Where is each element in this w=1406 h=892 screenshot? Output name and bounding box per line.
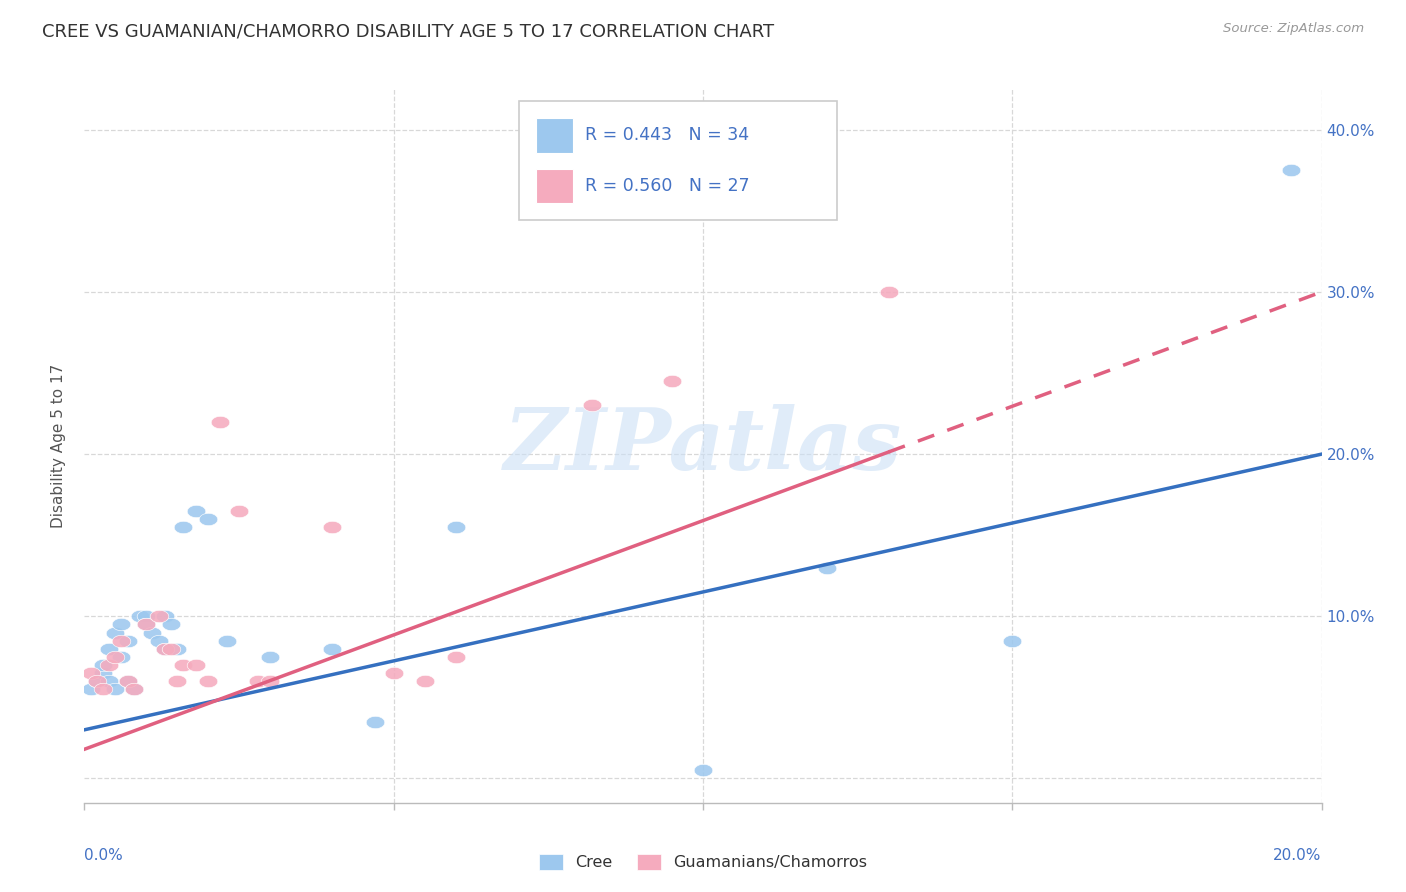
Text: Source: ZipAtlas.com: Source: ZipAtlas.com: [1223, 22, 1364, 36]
Point: [122, 682, 145, 697]
Point: [259, 674, 281, 689]
Point: [661, 374, 683, 388]
Point: [117, 674, 139, 689]
Point: [413, 674, 436, 689]
Point: [259, 649, 281, 664]
Point: [166, 641, 188, 656]
Text: R = 0.560   N = 27: R = 0.560 N = 27: [585, 177, 749, 194]
Point: [197, 674, 219, 689]
Point: [91, 666, 114, 681]
Point: [444, 649, 467, 664]
Point: [153, 609, 176, 624]
Point: [79, 666, 101, 681]
Point: [321, 641, 343, 656]
Point: [184, 657, 207, 672]
Point: [117, 674, 139, 689]
Point: [91, 657, 114, 672]
Point: [321, 520, 343, 534]
Point: [184, 504, 207, 518]
Point: [197, 512, 219, 526]
Point: [877, 285, 900, 299]
Point: [135, 609, 157, 624]
Point: [110, 633, 132, 648]
Point: [86, 674, 108, 689]
Point: [98, 674, 121, 689]
Point: [104, 625, 127, 640]
Point: [246, 674, 269, 689]
Text: 20.0%: 20.0%: [1274, 848, 1322, 863]
Point: [148, 609, 170, 624]
Point: [98, 641, 121, 656]
Point: [1001, 633, 1024, 648]
Point: [166, 674, 188, 689]
Point: [141, 625, 163, 640]
Point: [135, 617, 157, 632]
Point: [153, 641, 176, 656]
Point: [364, 714, 387, 729]
Point: [110, 649, 132, 664]
Point: [91, 682, 114, 697]
Point: [172, 657, 194, 672]
Point: [209, 415, 232, 429]
Point: [160, 617, 183, 632]
Text: 0.0%: 0.0%: [84, 848, 124, 863]
Point: [692, 764, 714, 778]
Point: [135, 617, 157, 632]
Point: [117, 633, 139, 648]
Point: [815, 560, 838, 574]
Point: [110, 617, 132, 632]
Point: [148, 633, 170, 648]
Point: [172, 520, 194, 534]
Point: [215, 633, 238, 648]
Text: ZIPatlas: ZIPatlas: [503, 404, 903, 488]
Point: [1279, 163, 1302, 178]
Point: [104, 682, 127, 697]
Legend: Cree, Guamanians/Chamorros: Cree, Guamanians/Chamorros: [533, 847, 873, 877]
Text: R = 0.443   N = 34: R = 0.443 N = 34: [585, 127, 749, 145]
Point: [104, 649, 127, 664]
Point: [86, 674, 108, 689]
Point: [98, 657, 121, 672]
Point: [160, 641, 183, 656]
Point: [382, 666, 405, 681]
Text: CREE VS GUAMANIAN/CHAMORRO DISABILITY AGE 5 TO 17 CORRELATION CHART: CREE VS GUAMANIAN/CHAMORRO DISABILITY AG…: [42, 22, 775, 40]
Point: [129, 609, 152, 624]
Point: [444, 520, 467, 534]
Point: [79, 682, 101, 697]
Point: [581, 399, 603, 413]
Y-axis label: Disability Age 5 to 17: Disability Age 5 to 17: [51, 364, 66, 528]
Point: [153, 641, 176, 656]
Point: [228, 504, 250, 518]
Point: [122, 682, 145, 697]
